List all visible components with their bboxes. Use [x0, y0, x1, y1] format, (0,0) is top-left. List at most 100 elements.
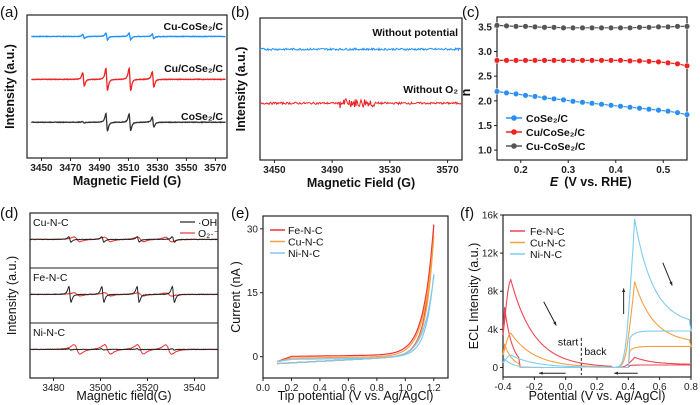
data-point: [626, 104, 634, 111]
panel-f: (f) -0.4 -0.2 0.0 0.2 0.4 0.6 0.8 0 4k 8k 12k 16k Pot…: [460, 205, 698, 403]
data-point: [645, 106, 653, 113]
series-line-2: [502, 218, 692, 369]
data-point: [541, 24, 548, 31]
data-point: [560, 96, 567, 103]
series-line-oh: [29, 236, 219, 243]
data-point: [588, 57, 596, 64]
data-point: [522, 57, 529, 64]
plot-frame: [262, 215, 449, 379]
data-point: [645, 24, 653, 31]
data-point: [503, 89, 510, 96]
arrow-left-head: [539, 371, 543, 375]
legend-marker: [511, 115, 517, 121]
legend-marker: [511, 143, 517, 149]
data-point: [588, 24, 596, 31]
series-label: Without potential: [372, 27, 458, 39]
data-point: [598, 57, 605, 64]
panel-label: (d): [0, 205, 18, 222]
subpanel-label: Ni-N-C: [33, 327, 65, 339]
data-point: [579, 99, 586, 106]
data-point: [493, 88, 501, 95]
x-tick-label: 3540: [183, 383, 206, 394]
arrow-down-right: [543, 301, 557, 326]
subpanel-label: Cu-N-C: [33, 217, 69, 229]
data-point: [674, 23, 681, 30]
data-point: [617, 57, 624, 64]
legend-label: Cu-CoSe₂/C: [526, 141, 586, 153]
y-axis-label: Intensity (a.u.): [234, 47, 248, 132]
data-point: [512, 23, 520, 30]
data-point: [645, 58, 653, 65]
plot-frame: [29, 212, 219, 379]
y-tick-label: 3.0: [478, 47, 492, 58]
x-tick-label: 3450: [263, 165, 286, 176]
panel-e: (e) 0.0 0.2 0.4 0.6 0.8 1.0 1.2 0 15 30 Tip potenti…: [229, 205, 449, 403]
data-point: [560, 57, 567, 64]
legend-label: Fe-N-C: [530, 226, 565, 238]
data-point: [522, 23, 529, 30]
data-point: [674, 109, 681, 116]
data-point: [522, 92, 529, 99]
arrow-down-right-2: [662, 262, 673, 286]
x-tick-label: 0.2: [514, 165, 528, 176]
panel-label: (e): [231, 205, 249, 222]
series-line-2: [277, 274, 435, 365]
y-tick-label: 0: [252, 352, 258, 363]
data-point: [503, 57, 510, 64]
arrow-up-head: [622, 288, 626, 293]
panel-label: (b): [231, 4, 249, 21]
x-tick-label: 1.2: [427, 383, 441, 394]
x-axis-label: Magnetic field(G): [76, 389, 171, 403]
y-axis-label: n: [459, 89, 473, 97]
x-axis-label: Potential (V vs. Ag/AgCl): [529, 389, 666, 403]
data-point: [531, 23, 539, 30]
x-tick-label: 3570: [204, 163, 227, 174]
data-point: [512, 57, 520, 64]
y-axis-label: ECL Intensity (a.u.): [467, 243, 481, 350]
data-point: [541, 94, 548, 101]
x-tick-label: 0.0: [559, 382, 573, 393]
y-axis-label: Intensity (a.u.): [5, 256, 19, 335]
x-tick-label: 3570: [436, 165, 459, 176]
y-tick-label: 1.0: [478, 146, 492, 157]
x-tick-label: -0.4: [494, 382, 512, 393]
start-annotation: start: [558, 337, 579, 349]
data-point: [636, 57, 643, 64]
x-axis-label: (V vs. RHE): [564, 175, 631, 189]
x-tick-label: 3490: [88, 163, 111, 174]
panel-b: (b) 3450 3490 3530 3570 Magnetic Field (G) Int…: [231, 4, 463, 190]
x-tick-label: 0.6: [341, 383, 355, 394]
data-point: [617, 103, 624, 110]
data-point: [626, 57, 634, 64]
series-line-oh: [29, 347, 219, 351]
series-line-0: [259, 46, 462, 52]
data-point: [655, 23, 662, 30]
x-tick-label: 3530: [379, 165, 402, 176]
x-tick-label: 3550: [175, 163, 198, 174]
legend-label: Ni-N-C: [288, 248, 320, 260]
x-axis-label: Magnetic Field (G): [307, 176, 415, 190]
data-point: [683, 111, 691, 118]
y-tick-label: 1.5: [478, 121, 492, 132]
data-point: [550, 95, 558, 102]
x-tick-label: 0.4: [313, 383, 327, 394]
x-axis-label-italic: E: [550, 175, 559, 189]
legend-label: CoSe₂/C: [526, 113, 568, 125]
data-point: [579, 57, 586, 64]
x-tick-label: 3450: [30, 163, 53, 174]
data-point: [541, 57, 548, 64]
y-tick-label: 16k: [482, 211, 499, 222]
data-point: [626, 24, 634, 31]
legend-label: Cu/CoSe₂/C: [526, 127, 585, 139]
data-point: [493, 22, 501, 29]
data-point: [493, 57, 501, 64]
panel-label: (f): [460, 205, 474, 222]
x-tick-label: 3470: [59, 163, 82, 174]
data-point: [512, 90, 520, 97]
series-label: Cu-CoSe₂/C: [164, 21, 224, 33]
subpanel-label: Fe-N-C: [33, 272, 68, 284]
x-tick-label: 0.4: [621, 382, 635, 393]
arrow-down-right-2-head: [669, 281, 673, 286]
y-tick-label: 30: [247, 224, 259, 235]
